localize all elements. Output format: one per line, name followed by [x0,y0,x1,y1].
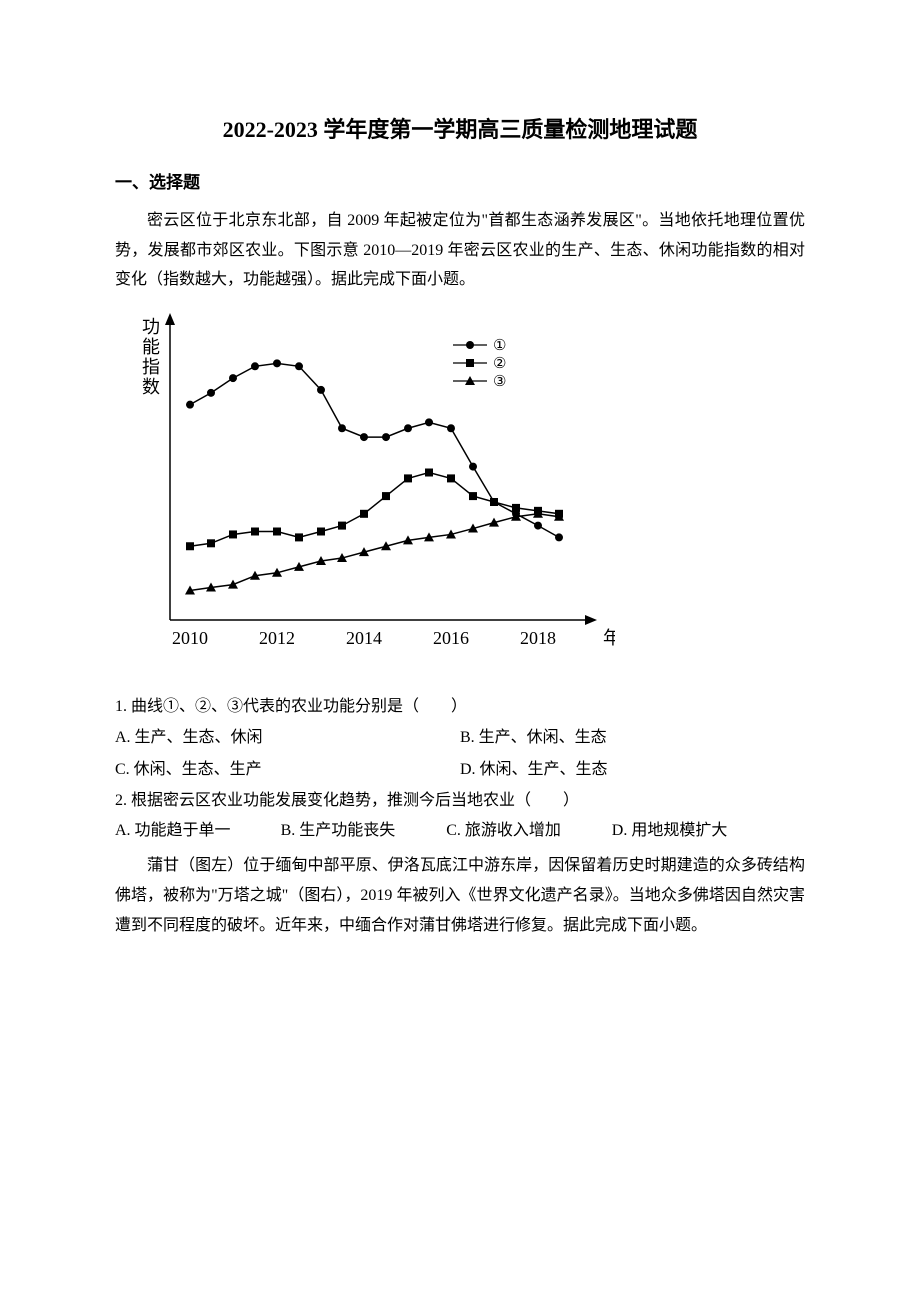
svg-text:2010: 2010 [172,628,208,648]
question-2-options: A. 功能趋于单一 B. 生产功能丧失 C. 旅游收入增加 D. 用地规模扩大 [115,816,805,846]
second-intro-paragraph: 蒲甘（图左）位于缅甸中部平原、伊洛瓦底江中游东岸，因保留着历史时期建造的众多砖结… [115,851,805,940]
svg-text:①: ① [493,338,506,354]
intro-paragraph: 密云区位于北京东北部，自 2009 年起被定位为"首都生态涵养发展区"。当地依托… [115,206,805,295]
section-header: 一、选择题 [115,167,805,198]
svg-text:数: 数 [142,377,160,397]
question-1-options-row1: A. 生产、生态、休闲 B. 生产、休闲、生态 [115,723,805,753]
svg-text:②: ② [493,356,506,372]
option-1C: C. 休闲、生态、生产 [115,755,460,785]
page-title: 2022-2023 学年度第一学期高三质量检测地理试题 [115,110,805,151]
question-1-options-row2: C. 休闲、生态、生产 D. 休闲、生产、生态 [115,755,805,785]
svg-text:2014: 2014 [346,628,382,648]
option-2B: B. 生产功能丧失 [281,816,447,846]
option-1B: B. 生产、休闲、生态 [460,723,805,753]
option-2C: C. 旅游收入增加 [446,816,612,846]
svg-text:能: 能 [142,337,160,357]
option-2A: A. 功能趋于单一 [115,816,281,846]
svg-text:指: 指 [142,357,160,377]
option-1D: D. 休闲、生产、生态 [460,755,805,785]
svg-text:功: 功 [142,317,160,337]
option-1A: A. 生产、生态、休闲 [115,723,460,753]
svg-text:2016: 2016 [433,628,469,648]
svg-text:2012: 2012 [259,628,295,648]
line-chart: 功能指数 2010 2012 2014 2016 2018 年份 ① ② ③ [125,305,805,686]
svg-text:年份: 年份 [603,628,615,648]
question-1-stem: 1. 曲线①、②、③代表的农业功能分别是（ ） [115,692,805,722]
question-2-stem: 2. 根据密云区农业功能发展变化趋势，推测今后当地农业（ ） [115,786,805,816]
svg-text:③: ③ [493,374,506,390]
option-2D: D. 用地规模扩大 [612,816,805,846]
svg-text:2018: 2018 [520,628,556,648]
